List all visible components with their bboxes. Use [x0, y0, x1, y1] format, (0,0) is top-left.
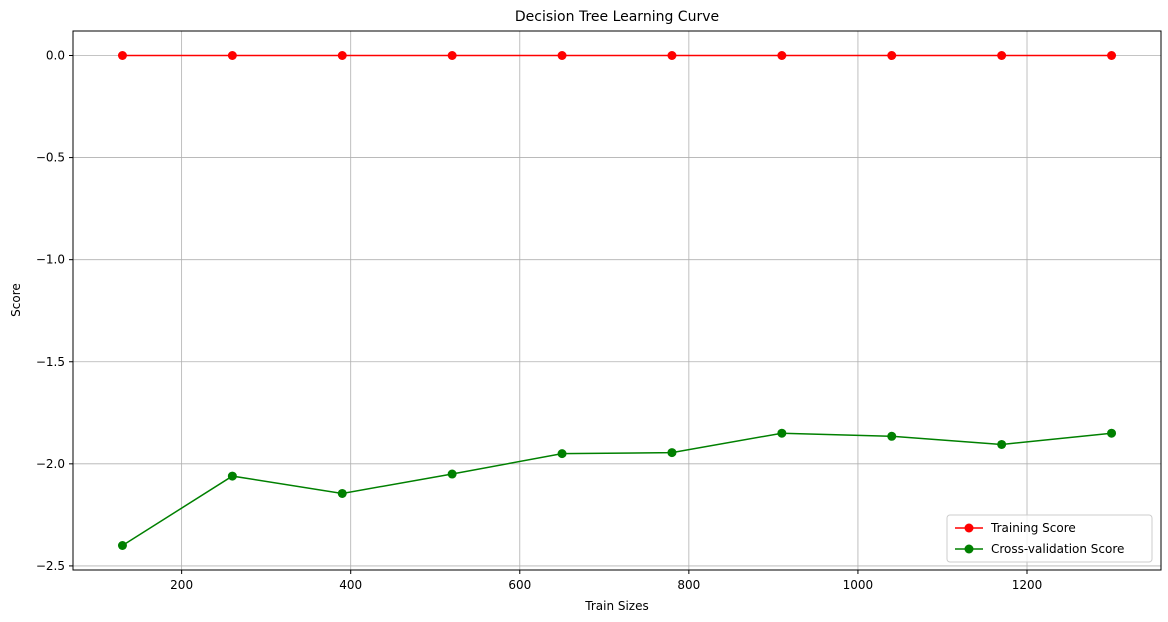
x-axis-ticks: 200 400 600 800 1000 1200 [170, 570, 1042, 592]
data-point [667, 51, 677, 60]
series-1 [117, 428, 1117, 550]
data-point [777, 428, 787, 438]
x-tick-label: 1000 [843, 578, 874, 592]
x-tick-label: 400 [339, 578, 362, 592]
legend-box [946, 514, 1153, 563]
y-tick-label: −1.5 [36, 355, 65, 369]
data-point [887, 431, 897, 441]
data-point [227, 51, 237, 60]
plot-series [117, 51, 1117, 550]
series-0 [117, 51, 1117, 60]
x-tick-label: 200 [170, 578, 193, 592]
legend-marker [964, 523, 974, 533]
data-point [227, 471, 237, 481]
x-tick-label: 1200 [1012, 578, 1043, 592]
legend-marker [964, 544, 974, 554]
chart-title: Decision Tree Learning Curve [515, 9, 719, 25]
data-point [667, 448, 677, 458]
x-axis-label: Train Sizes [584, 599, 649, 613]
data-point [447, 51, 457, 60]
data-point [997, 439, 1007, 449]
data-point [447, 469, 457, 479]
y-axis-label: Score [9, 283, 23, 317]
data-point [337, 488, 347, 498]
data-point [117, 541, 127, 550]
data-point [997, 51, 1007, 60]
y-tick-label: −0.5 [36, 151, 65, 165]
data-point [1107, 428, 1117, 438]
y-tick-label: −1.0 [36, 253, 65, 267]
data-point [337, 51, 347, 60]
data-point [117, 51, 127, 60]
y-tick-label: −2.0 [36, 457, 65, 471]
data-point [1107, 51, 1117, 60]
series-line [122, 432, 1112, 547]
legend-label: Cross-validation Score [991, 542, 1124, 556]
y-tick-label: 0.0 [46, 49, 65, 63]
legend: Training Score Cross-validation Score [946, 514, 1153, 563]
legend-label: Training Score [990, 521, 1076, 535]
y-tick-label: −2.5 [36, 559, 65, 573]
x-tick-label: 600 [508, 578, 531, 592]
x-tick-label: 800 [677, 578, 700, 592]
axes-frame [72, 30, 1162, 571]
data-point [557, 449, 567, 459]
data-point [887, 51, 897, 60]
data-point [557, 51, 567, 60]
y-axis-ticks: 0.0 −0.5 −1.0 −1.5 −2.0 −2.5 [36, 49, 73, 573]
data-point [777, 51, 787, 60]
